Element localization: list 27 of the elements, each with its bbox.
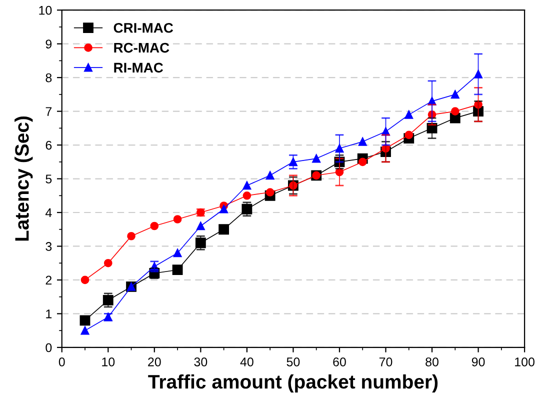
y-tick-label: 0	[46, 343, 52, 352]
x-tick-label: 40	[240, 357, 254, 366]
y-axis-title: Latency (Sec)	[14, 116, 33, 241]
x-tick-label: 80	[426, 357, 438, 366]
x-tick-label: 100	[515, 357, 534, 366]
x-tick-label: 50	[286, 357, 300, 366]
y-tick-label: 10	[39, 6, 52, 15]
y-tick-label: 7	[46, 107, 52, 116]
x-tick-label: 0	[58, 357, 65, 366]
legend-label: RC-MAC	[114, 42, 170, 53]
y-tick-label: 8	[46, 73, 52, 82]
legend-label: CRI-MAC	[114, 22, 174, 33]
x-tick-label: 90	[472, 357, 485, 366]
x-tick-label: 20	[148, 357, 161, 366]
y-tick-label: 5	[46, 174, 52, 184]
y-tick-label: 3	[46, 242, 52, 251]
y-tick-label: 9	[46, 40, 52, 48]
y-tick-label: 6	[46, 140, 52, 150]
x-axis-title: Traffic amount (packet number)	[148, 374, 438, 392]
x-tick-label: 30	[194, 357, 208, 366]
y-tick-label: 4	[45, 208, 52, 218]
legend-label: RI-MAC	[114, 62, 164, 73]
y-tick-label: 2	[46, 276, 52, 284]
y-tick-label: 1	[46, 310, 52, 318]
x-tick-label: 60	[333, 357, 346, 366]
x-tick-label: 70	[379, 357, 392, 366]
x-tick-label: 10	[102, 357, 115, 366]
